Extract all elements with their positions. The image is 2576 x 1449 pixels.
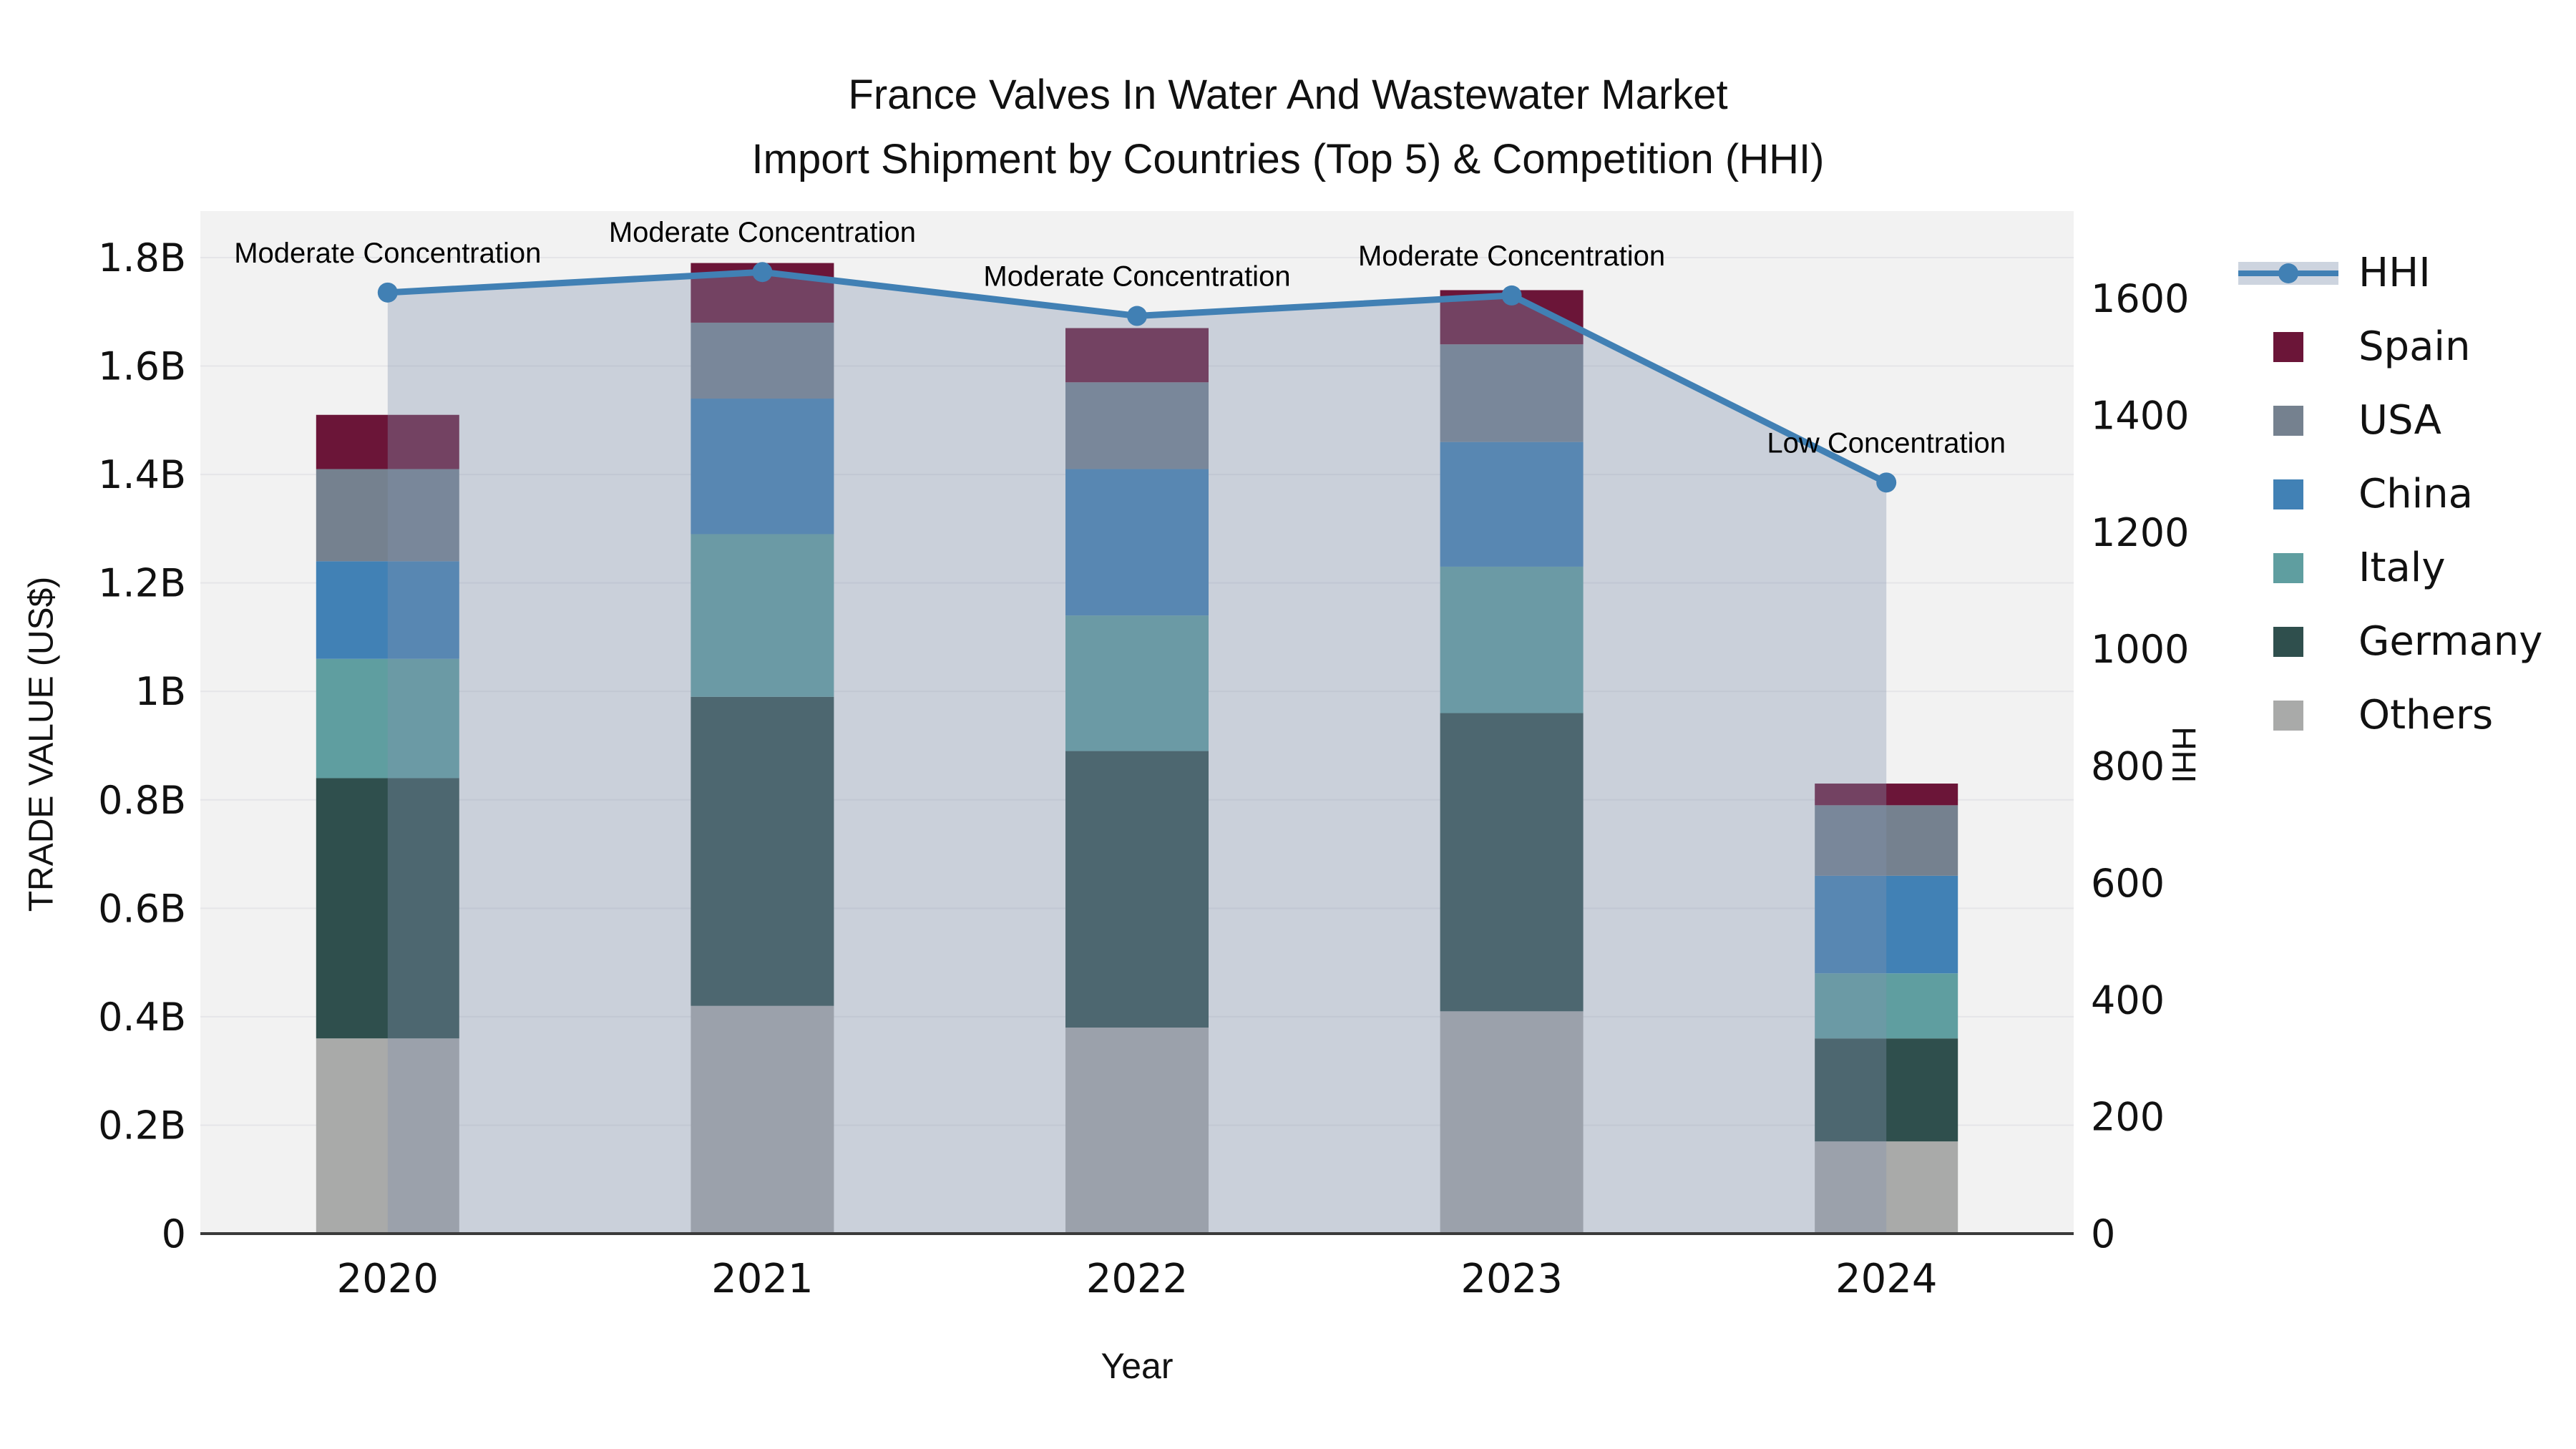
bar-segment-italy-2020 bbox=[316, 658, 459, 779]
y-right-tick-labels: 0 200 400 600 800 1000 1200 1400 1600 bbox=[2091, 276, 2189, 1257]
bar-segment-china-2022 bbox=[1065, 469, 1209, 616]
hhi-line-sample-icon bbox=[2238, 259, 2338, 288]
bar-segment-others-2024 bbox=[1815, 1141, 1958, 1234]
legend-item-china[interactable]: China bbox=[2238, 457, 2542, 531]
bar-segment-others-2023 bbox=[1440, 1011, 1584, 1234]
bar-segment-china-2024 bbox=[1815, 875, 1958, 974]
bar-segment-china-2023 bbox=[1440, 441, 1584, 567]
legend-item-usa[interactable]: USA bbox=[2238, 384, 2542, 457]
bar-segment-italy-2021 bbox=[691, 534, 834, 697]
bar-segment-others-2021 bbox=[691, 1005, 834, 1234]
y-left-tick: 0.4B bbox=[98, 995, 186, 1040]
legend-label: USA bbox=[2358, 397, 2441, 444]
y-left-tick: 0.6B bbox=[98, 886, 186, 931]
legend-item-others[interactable]: Others bbox=[2238, 678, 2542, 752]
hhi-marker-2021 bbox=[752, 262, 773, 283]
bar-segment-usa-2020 bbox=[316, 469, 459, 562]
hhi-marker-2023 bbox=[1501, 285, 1522, 306]
hhi-area-fill bbox=[387, 272, 1887, 1234]
bar-segment-others-2020 bbox=[316, 1038, 459, 1234]
chart-title-line1: France Valves In Water And Wastewater Ma… bbox=[848, 72, 1728, 118]
y-right-tick: 400 bbox=[2091, 977, 2165, 1023]
usa-swatch-icon bbox=[2273, 405, 2303, 436]
germany-swatch-icon bbox=[2273, 626, 2303, 657]
annotation-2022: Moderate Concentration bbox=[983, 261, 1290, 293]
x-tick-2022: 2022 bbox=[1086, 1256, 1189, 1302]
y-left-tick-labels: 0 0.2B 0.4B 0.6B 0.8B 1B 1.2B 1.4B 1.6B 1.8B bbox=[98, 235, 186, 1257]
bar-segment-germany-2022 bbox=[1065, 751, 1209, 1028]
bar-segment-usa-2021 bbox=[691, 322, 834, 399]
bar-segment-spain-2024 bbox=[1815, 784, 1958, 806]
y-left-tick: 1.2B bbox=[98, 561, 186, 606]
y-right-tick: 800 bbox=[2091, 744, 2165, 789]
bar-segment-germany-2023 bbox=[1440, 713, 1584, 1012]
italy-swatch-icon bbox=[2273, 552, 2303, 583]
y-right-tick: 1600 bbox=[2091, 276, 2189, 321]
annotations: Moderate Concentration Moderate Concentra… bbox=[234, 217, 2006, 459]
legend-item-hhi[interactable]: HHI bbox=[2238, 236, 2542, 310]
y-axis-right-title: HHI bbox=[2165, 726, 2202, 784]
bar-segment-spain-2022 bbox=[1065, 328, 1209, 383]
annotation-2021: Moderate Concentration bbox=[609, 217, 916, 248]
legend-label: Italy bbox=[2358, 545, 2446, 591]
hhi-marker-2024 bbox=[1876, 472, 1897, 493]
bar-segment-china-2020 bbox=[316, 561, 459, 659]
bar-segment-usa-2022 bbox=[1065, 382, 1209, 469]
others-swatch-icon bbox=[2273, 700, 2303, 731]
legend-item-germany[interactable]: Germany bbox=[2238, 605, 2542, 678]
china-swatch-icon bbox=[2273, 479, 2303, 509]
annotation-2024: Low Concentration bbox=[1767, 427, 2006, 459]
x-tick-labels: 2020 2021 2022 2023 2024 bbox=[337, 1256, 1938, 1302]
y-left-tick: 0 bbox=[162, 1211, 186, 1257]
y-right-tick: 0 bbox=[2091, 1211, 2115, 1257]
hhi-marker-2022 bbox=[1127, 306, 1147, 326]
legend-label: Spain bbox=[2358, 323, 2471, 370]
x-tick-2023: 2023 bbox=[1460, 1256, 1563, 1302]
bar-segment-germany-2024 bbox=[1815, 1038, 1958, 1142]
x-tick-2020: 2020 bbox=[337, 1256, 439, 1302]
chart-title-line2: Import Shipment by Countries (Top 5) & C… bbox=[751, 135, 1825, 182]
bar-segment-italy-2024 bbox=[1815, 973, 1958, 1039]
y-left-tick: 1.4B bbox=[98, 452, 186, 497]
legend: HHI Spain USA China Italy Germany Others bbox=[2238, 236, 2542, 752]
legend-item-italy[interactable]: Italy bbox=[2238, 531, 2542, 605]
bar-segment-usa-2023 bbox=[1440, 344, 1584, 442]
y-left-tick: 1B bbox=[135, 669, 186, 714]
stacked-bars bbox=[316, 263, 1958, 1234]
y-left-tick: 1.8B bbox=[98, 235, 186, 280]
legend-label: HHI bbox=[2358, 250, 2431, 296]
x-tick-2021: 2021 bbox=[711, 1256, 814, 1302]
chart-title: France Valves In Water And Wastewater Ma… bbox=[0, 63, 2576, 192]
y-right-tick: 200 bbox=[2091, 1095, 2165, 1140]
legend-label: China bbox=[2358, 471, 2473, 517]
bar-segment-germany-2021 bbox=[691, 696, 834, 1006]
legend-item-spain[interactable]: Spain bbox=[2238, 310, 2542, 384]
y-axis-left-title: TRADE VALUE (US$) bbox=[22, 576, 61, 912]
bar-segment-italy-2023 bbox=[1440, 566, 1584, 713]
bar-segment-usa-2024 bbox=[1815, 805, 1958, 876]
annotation-2020: Moderate Concentration bbox=[234, 238, 541, 269]
y-right-tick: 1400 bbox=[2091, 393, 2189, 438]
y-left-tick: 1.6B bbox=[98, 344, 186, 389]
y-right-tick: 1000 bbox=[2091, 627, 2189, 672]
bar-segment-italy-2022 bbox=[1065, 615, 1209, 751]
bar-segment-germany-2020 bbox=[316, 778, 459, 1039]
bar-segment-others-2022 bbox=[1065, 1028, 1209, 1234]
hhi-marker-2020 bbox=[377, 282, 398, 303]
y-right-tick: 1200 bbox=[2091, 510, 2189, 555]
bar-segment-china-2021 bbox=[691, 399, 834, 535]
y-right-tick: 600 bbox=[2091, 861, 2165, 906]
legend-label: Others bbox=[2358, 692, 2494, 738]
y-left-tick: 0.8B bbox=[98, 778, 186, 823]
bar-segment-spain-2020 bbox=[316, 414, 459, 469]
spain-swatch-icon bbox=[2273, 331, 2303, 362]
x-axis-title: Year bbox=[1101, 1346, 1174, 1386]
y-left-tick: 0.2B bbox=[98, 1103, 186, 1148]
annotation-2023: Moderate Concentration bbox=[1358, 240, 1665, 272]
legend-label: Germany bbox=[2358, 618, 2543, 665]
x-tick-2024: 2024 bbox=[1835, 1256, 1938, 1302]
